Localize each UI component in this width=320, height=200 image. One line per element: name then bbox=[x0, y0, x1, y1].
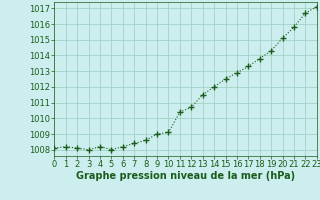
X-axis label: Graphe pression niveau de la mer (hPa): Graphe pression niveau de la mer (hPa) bbox=[76, 171, 295, 181]
